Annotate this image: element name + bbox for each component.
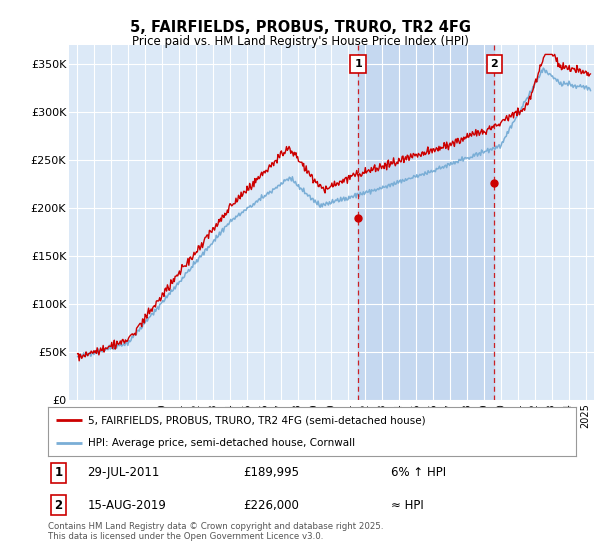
Text: ≈ HPI: ≈ HPI — [391, 498, 424, 512]
Text: Contains HM Land Registry data © Crown copyright and database right 2025.
This d: Contains HM Land Registry data © Crown c… — [48, 522, 383, 542]
Text: Price paid vs. HM Land Registry's House Price Index (HPI): Price paid vs. HM Land Registry's House … — [131, 35, 469, 48]
Text: 1: 1 — [55, 466, 62, 479]
Text: £226,000: £226,000 — [244, 498, 299, 512]
Text: 2: 2 — [55, 498, 62, 512]
Text: 15-AUG-2019: 15-AUG-2019 — [88, 498, 166, 512]
Text: 2: 2 — [491, 59, 498, 69]
Bar — [358, 45, 494, 400]
Text: 5, FAIRFIELDS, PROBUS, TRURO, TR2 4FG: 5, FAIRFIELDS, PROBUS, TRURO, TR2 4FG — [130, 20, 470, 35]
Text: 29-JUL-2011: 29-JUL-2011 — [88, 466, 160, 479]
Text: £189,995: £189,995 — [244, 466, 299, 479]
Text: HPI: Average price, semi-detached house, Cornwall: HPI: Average price, semi-detached house,… — [88, 438, 355, 448]
Text: 6% ↑ HPI: 6% ↑ HPI — [391, 466, 446, 479]
Text: 5, FAIRFIELDS, PROBUS, TRURO, TR2 4FG (semi-detached house): 5, FAIRFIELDS, PROBUS, TRURO, TR2 4FG (s… — [88, 416, 425, 426]
Text: 1: 1 — [354, 59, 362, 69]
